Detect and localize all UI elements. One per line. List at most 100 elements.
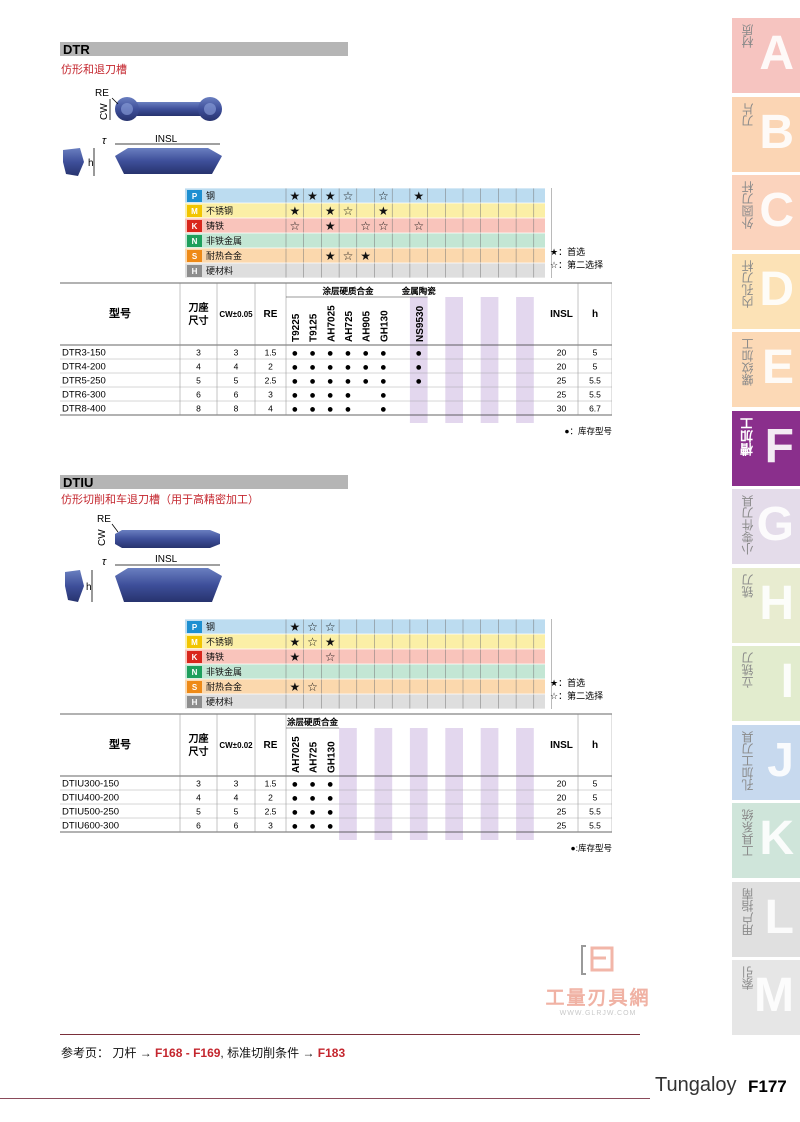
model-code: DTIU400-200 <box>62 793 119 804</box>
model-code: DTR3-150 <box>62 348 106 359</box>
reference-link-1[interactable]: F168 - F169 <box>155 1046 221 1060</box>
rating-mark: ★ <box>325 189 336 203</box>
material-badge <box>187 696 202 708</box>
tab-h[interactable]: 铣刀 H <box>732 567 800 643</box>
material-row-band <box>185 263 545 278</box>
grade-group-label: 金属陶瓷 <box>401 286 437 296</box>
stock-dot: ● <box>292 376 299 388</box>
tab-e[interactable]: 螺纹加工 E <box>732 332 800 407</box>
material-badge <box>187 621 202 633</box>
holder-size: 3 <box>196 779 201 789</box>
rating-mark: ★ <box>325 249 336 263</box>
tab-b[interactable]: 刀片 B <box>732 96 800 172</box>
legend-first: ★：首选 <box>550 677 585 688</box>
stock-dot: ● <box>309 376 316 388</box>
section-title-bar <box>60 475 348 489</box>
header-cw: CW±0.05 <box>219 310 253 319</box>
material-name: 铸铁 <box>206 220 224 231</box>
tab-label: 内孔刀杆 <box>741 259 755 308</box>
page-number: F177 <box>748 1077 787 1096</box>
cw-value: 3 <box>234 348 239 358</box>
grade-name: GH130 <box>326 741 337 773</box>
model-code: DTR4-200 <box>62 362 106 373</box>
tab-l[interactable]: 用户指南 L <box>732 881 800 957</box>
stock-dot: ● <box>292 362 299 374</box>
stock-dot: ● <box>327 362 334 374</box>
tab-label: 铣刀 <box>741 573 755 598</box>
rating-mark: ☆ <box>360 219 371 233</box>
header-holder: 刀座 <box>189 301 209 314</box>
stock-dot: ● <box>309 404 316 416</box>
tab-a[interactable]: 材质 A <box>732 18 800 93</box>
material-name: 铸铁 <box>206 651 224 662</box>
tab-j[interactable]: 孔加工刀具 J <box>732 724 800 800</box>
tab-d[interactable]: 内孔刀杆 D <box>732 253 800 329</box>
stock-dot: ● <box>345 404 352 416</box>
stock-dot: ● <box>292 390 299 402</box>
tab-k[interactable]: 工具系统 K <box>732 803 800 878</box>
rating-mark: ☆ <box>378 189 389 203</box>
dtr-insert-diagram: RE CW INSL τ h <box>63 88 222 176</box>
dim-cw-label: CW <box>99 103 110 120</box>
stock-dot: ● <box>292 404 299 416</box>
rating-mark: ★ <box>289 635 300 649</box>
tab-g[interactable]: 小零件刀具 G <box>732 489 800 564</box>
reference-link-2[interactable]: F183 <box>317 1046 346 1060</box>
grade-name: T9225 <box>291 313 302 342</box>
model-code: DTIU500-250 <box>62 807 119 818</box>
shade-column <box>516 297 534 423</box>
material-badge <box>187 636 202 648</box>
material-name: 钢 <box>206 190 215 201</box>
cw-value: 4 <box>234 793 239 803</box>
stock-dot: ● <box>309 821 316 833</box>
tab-f[interactable]: 槽加工 F <box>732 410 800 486</box>
tab-letter: D <box>759 262 794 316</box>
tab-c[interactable]: 外圆刀杆 C <box>732 175 800 250</box>
header-holder: 刀座 <box>189 732 209 745</box>
stock-dot: ● <box>415 362 422 374</box>
tab-letter: H <box>759 576 794 630</box>
rating-mark: ★ <box>289 204 300 218</box>
grade-name: AH725 <box>344 310 355 342</box>
stock-dot: ● <box>309 793 316 805</box>
stock-dot: ● <box>362 362 369 374</box>
rating-mark: ☆ <box>413 219 424 233</box>
dim-insl-label: INSL <box>155 554 178 565</box>
re-value: 3 <box>268 390 273 400</box>
insl-value: 25 <box>557 821 567 831</box>
stock-dot: ● <box>380 390 387 402</box>
shade-column <box>480 297 499 423</box>
material-row-band <box>185 679 545 694</box>
tab-i[interactable]: 立铣刀 I <box>732 646 800 721</box>
grade-group-label: 涂层硬质合金 <box>322 286 374 296</box>
insl-value: 30 <box>557 404 567 414</box>
stock-dot: ● <box>327 807 334 819</box>
insert-end-view <box>65 570 84 602</box>
material-badge <box>187 666 202 678</box>
material-name: 非铁金属 <box>206 235 242 246</box>
grade-name: NS9530 <box>415 305 426 342</box>
dim-tau-label: τ <box>102 135 107 147</box>
shade-column <box>445 728 463 840</box>
insert-side-view <box>115 148 222 174</box>
reference-sep: , <box>220 1046 224 1060</box>
rating-mark: ★ <box>307 189 318 203</box>
grade-group-label: 涂层硬质合金 <box>287 717 339 727</box>
legend-first: ★：首选 <box>550 246 585 257</box>
rating-mark: ☆ <box>343 189 354 203</box>
rating-mark: ★ <box>413 189 424 203</box>
section-title-bar <box>60 42 348 56</box>
material-row-band <box>185 233 545 248</box>
material-badge <box>187 265 202 277</box>
grade-name: AH7025 <box>326 305 337 342</box>
stock-dot: ● <box>415 348 422 360</box>
dim-h-label: h <box>86 582 92 593</box>
h-value: 5 <box>593 793 598 803</box>
h-value: 5.5 <box>589 821 601 831</box>
stock-dot: ● <box>327 376 334 388</box>
tab-m[interactable]: 索引 M <box>732 960 800 1035</box>
material-name: 钢 <box>206 621 215 632</box>
reference-rule <box>60 1034 640 1035</box>
cw-value: 8 <box>234 404 239 414</box>
reference-prefix: 参考页： <box>61 1046 110 1060</box>
